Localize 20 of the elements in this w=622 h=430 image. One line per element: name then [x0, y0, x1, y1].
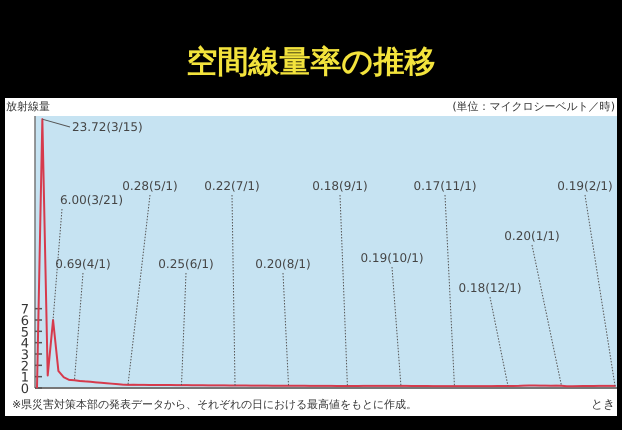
y-axis-title: 放射線量 [6, 100, 50, 113]
annotation: 0.69(4/1) [55, 257, 111, 271]
annotation: 0.22(7/1) [204, 179, 260, 193]
chart-title: 空間線量率の推移 [186, 44, 436, 80]
annotation: 0.17(11/1) [413, 179, 477, 193]
annotation: 6.00(3/21) [60, 193, 124, 207]
annotation: 0.25(6/1) [158, 257, 214, 271]
annotation: 0.28(5/1) [122, 179, 178, 193]
line-series [36, 118, 616, 388]
annotation: 0.20(8/1) [255, 257, 311, 271]
text: (単位：マイクロシーベルト／時) [452, 100, 615, 113]
annotation: 0.18(12/1) [458, 281, 522, 295]
x-axis-title: とき [591, 397, 615, 411]
annotation: 0.18(9/1) [312, 179, 368, 193]
annotation: 23.72(3/15) [72, 120, 143, 134]
y-tick-label: 0 [20, 382, 29, 397]
annotation: 0.20(1/1) [504, 229, 560, 243]
annotation: 0.19(10/1) [360, 251, 424, 265]
annotation: 0.19(2/1) [557, 179, 613, 193]
text: ※県災害対策本部の発表データから、それぞれの日における最高値をもとに作成。 [12, 398, 418, 411]
